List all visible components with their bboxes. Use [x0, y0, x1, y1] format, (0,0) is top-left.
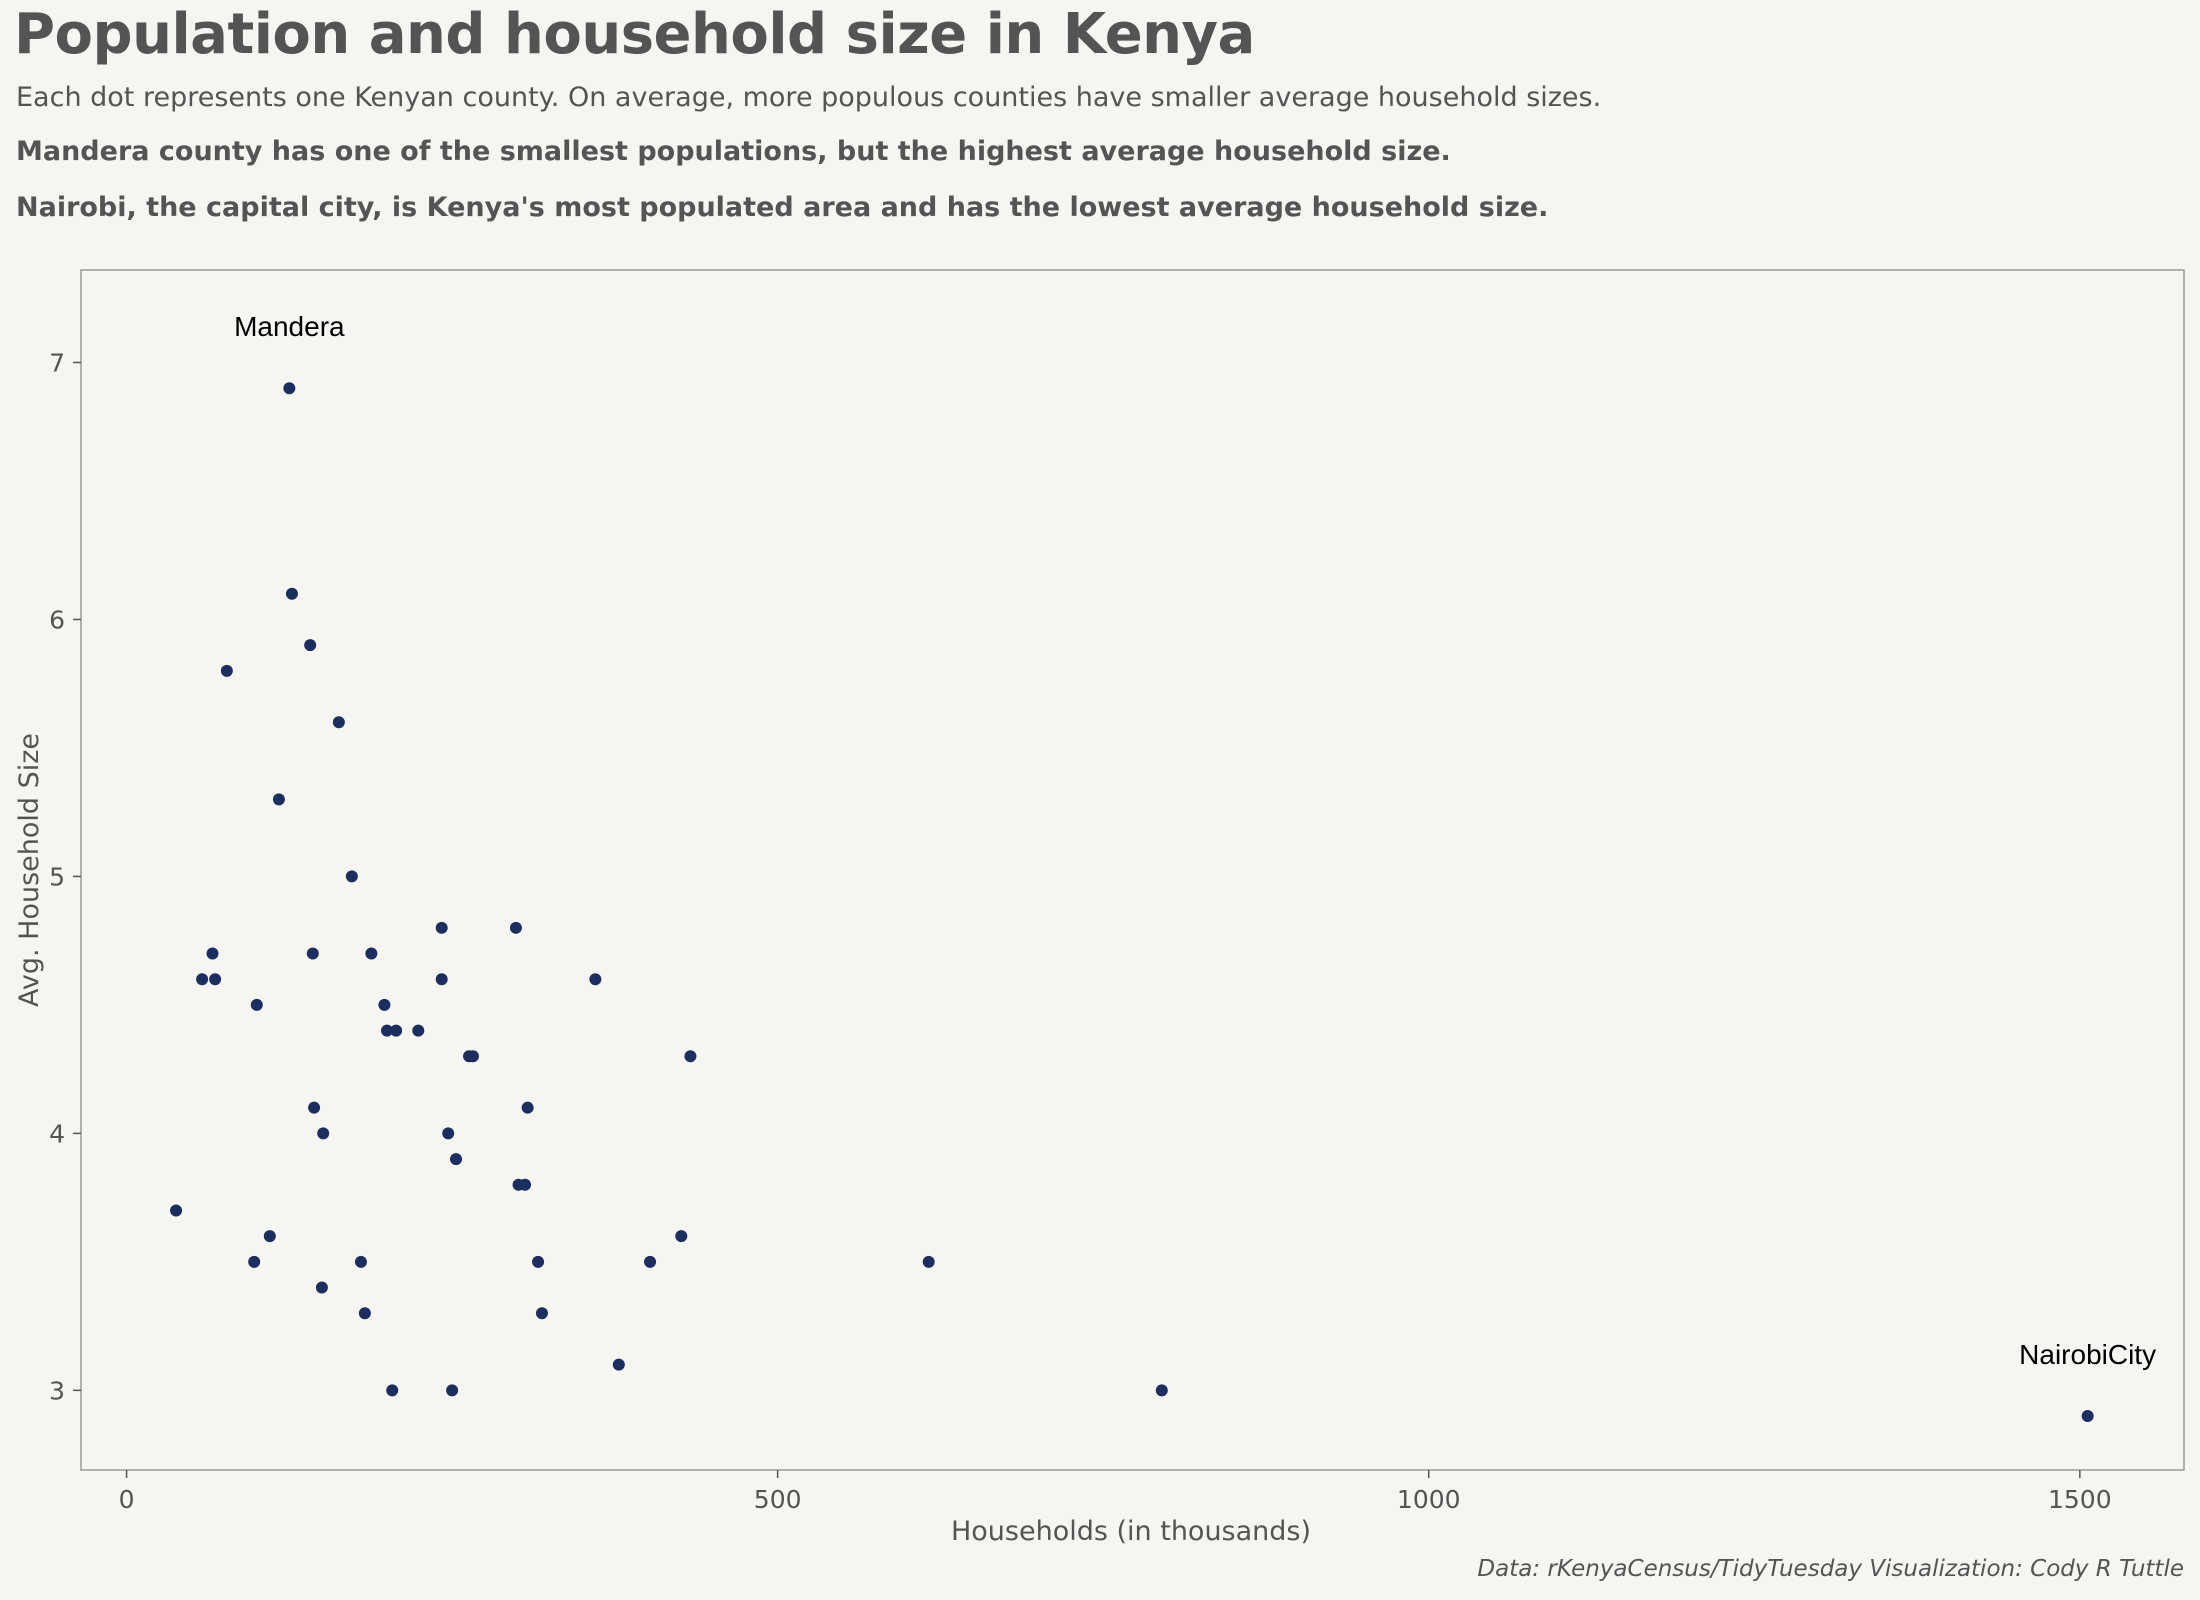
data-point	[442, 1127, 455, 1140]
data-point	[209, 973, 222, 986]
y-tick-label: 6	[49, 605, 65, 634]
data-point	[435, 921, 448, 934]
data-point	[446, 1384, 459, 1397]
x-tick-label: 1000	[1397, 1485, 1461, 1514]
x-tick-label: 500	[754, 1485, 802, 1514]
data-point	[170, 1204, 183, 1217]
data-point	[283, 382, 296, 395]
data-point	[317, 1127, 330, 1140]
data-point	[304, 639, 317, 652]
point-label: Mandera	[234, 311, 345, 342]
data-point	[248, 1255, 261, 1268]
data-point	[315, 1281, 328, 1294]
data-point	[412, 1024, 425, 1037]
point-label: NairobiCity	[2019, 1339, 2156, 1370]
data-point	[390, 1024, 403, 1037]
data-point	[450, 1153, 463, 1166]
data-point	[220, 664, 233, 677]
chart-title: Population and household size in Kenya	[14, 2, 1255, 67]
data-point	[206, 947, 219, 960]
data-point	[308, 1101, 321, 1114]
y-axis-title: Avg. Household Size	[14, 733, 45, 1007]
axes: 0 500 1000 1500 3 4 5 6 7	[49, 349, 2112, 1514]
data-point	[466, 1050, 479, 1063]
data-point	[365, 947, 378, 960]
data-point	[250, 998, 263, 1011]
data-point	[589, 973, 602, 986]
y-tick-label: 3	[49, 1376, 65, 1405]
data-point	[532, 1255, 545, 1268]
data-point	[2081, 1410, 2094, 1423]
data-points	[170, 382, 2094, 1423]
data-point	[332, 716, 345, 729]
x-tick-label: 0	[119, 1485, 135, 1514]
data-point	[509, 921, 522, 934]
y-tick-label: 7	[49, 349, 65, 378]
data-point	[285, 587, 298, 600]
data-point	[684, 1050, 697, 1063]
data-point	[354, 1255, 367, 1268]
data-point	[1155, 1384, 1168, 1397]
data-point	[306, 947, 319, 960]
data-point	[272, 793, 285, 806]
data-point	[196, 973, 209, 986]
y-tick-label: 5	[49, 862, 65, 891]
y-tick-label: 4	[49, 1119, 65, 1148]
data-point	[435, 973, 448, 986]
data-point	[519, 1178, 532, 1191]
data-point	[386, 1384, 399, 1397]
data-point	[358, 1307, 371, 1320]
point-labels: Mandera NairobiCity	[234, 311, 2156, 1370]
x-tick-label: 1500	[2048, 1485, 2112, 1514]
data-point	[644, 1255, 657, 1268]
data-point	[345, 870, 358, 883]
x-axis-title: Households (in thousands)	[951, 1516, 1311, 1547]
data-point	[612, 1358, 625, 1371]
data-point	[922, 1255, 935, 1268]
plot-panel	[80, 269, 2185, 1471]
data-point	[381, 1024, 394, 1037]
data-point	[378, 998, 391, 1011]
data-point	[263, 1230, 276, 1243]
data-point	[675, 1230, 688, 1243]
data-point	[535, 1307, 548, 1320]
chart-subtitle: Each dot represents one Kenyan county. O…	[16, 82, 1602, 113]
note-nairobi: Nairobi, the capital city, is Kenya's mo…	[16, 192, 1549, 223]
data-point	[521, 1101, 534, 1114]
chart-caption: Data: rKenyaCensus/TidyTuesday Visualiza…	[1477, 1556, 2184, 1582]
note-mandera: Mandera county has one of the smallest p…	[16, 136, 1451, 167]
